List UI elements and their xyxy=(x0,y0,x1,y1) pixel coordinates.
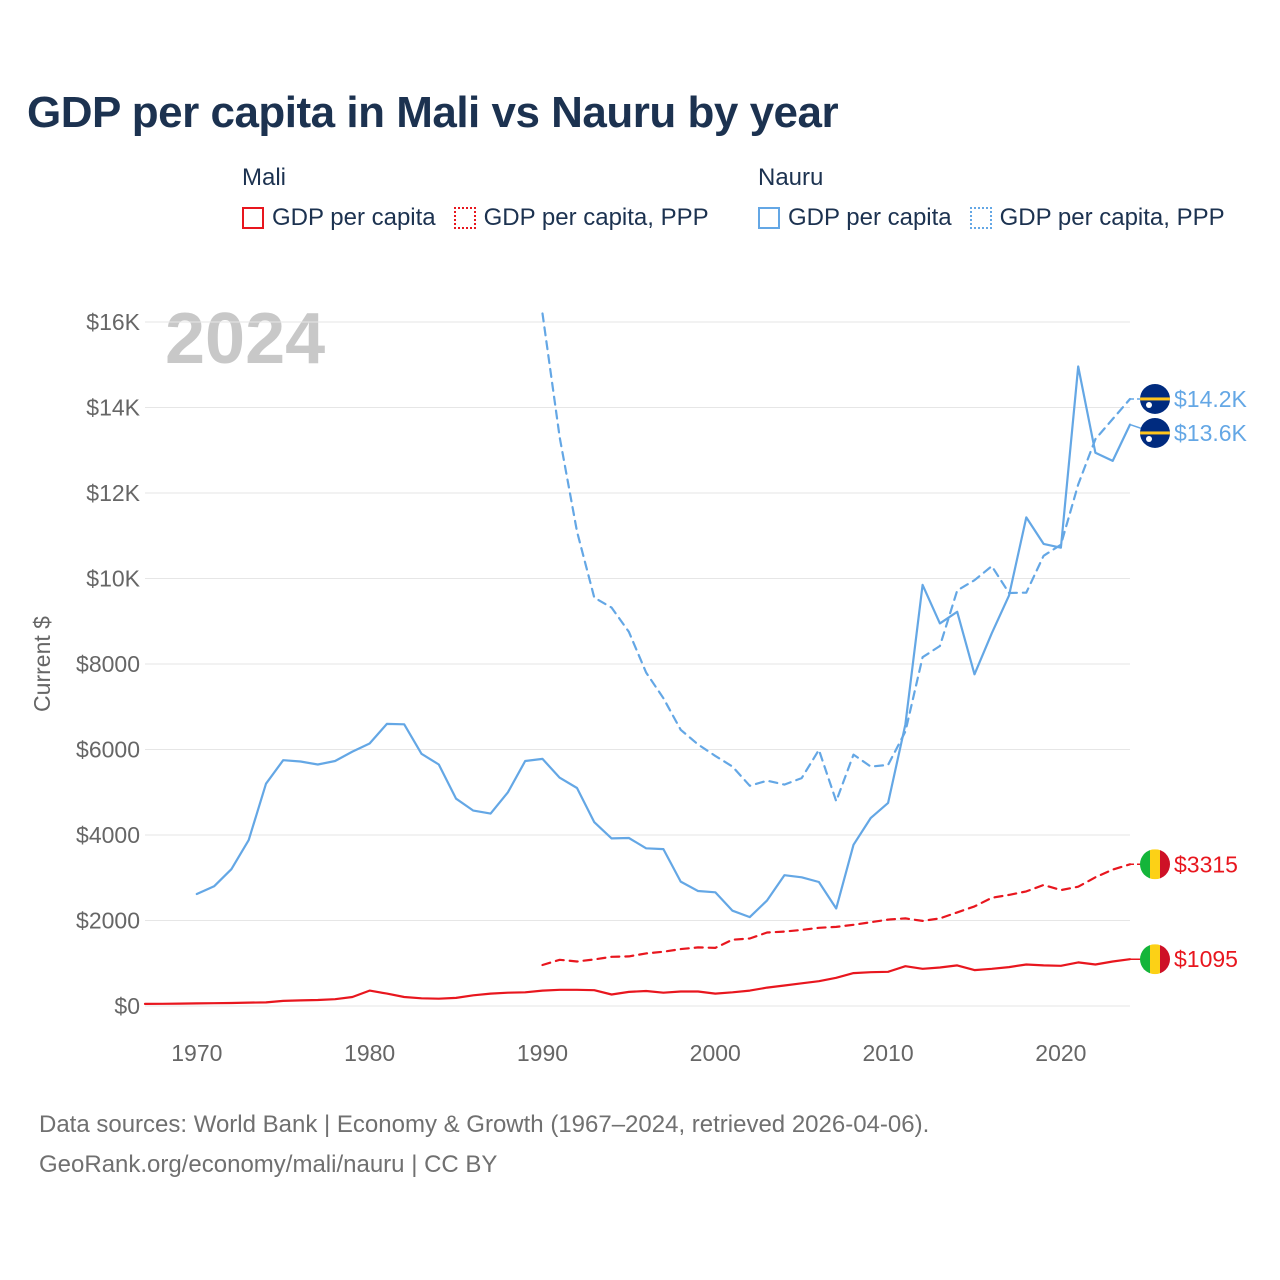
y-axis-title: Current $ xyxy=(29,616,55,712)
legend-swatch-dotted xyxy=(969,207,992,229)
y-tick-label: $14K xyxy=(86,395,140,421)
legend-swatch-solid xyxy=(242,207,264,229)
end-value-label: $3315 xyxy=(1174,851,1238,877)
x-tick-label: 1980 xyxy=(344,1040,395,1066)
sources-line: Data sources: World Bank | Economy & Gro… xyxy=(39,1111,930,1138)
series-line xyxy=(541,312,1132,803)
x-tick-label: 2000 xyxy=(690,1040,741,1066)
y-tick-label: $10K xyxy=(86,566,140,592)
x-tick-label: 1970 xyxy=(171,1040,222,1066)
y-tick-label: $8000 xyxy=(76,651,140,677)
x-tick-label: 2020 xyxy=(1035,1040,1086,1066)
mali-flag-icon xyxy=(1140,849,1170,880)
legend-group-title: Nauru xyxy=(758,164,824,191)
end-value-label: $14.2K xyxy=(1174,386,1248,412)
series-line xyxy=(541,863,1132,967)
legend-item-label: GDP per capita xyxy=(788,204,952,231)
legend-group-nauru: Nauru GDP per capita GDP per capita, PPP xyxy=(758,162,1225,232)
line-chart: 2024 $0 $2000 $4000 $6000 $8000 $10K $12K $14K $1… xyxy=(29,299,1248,1066)
legend-item-nauru-gdp[interactable]: GDP per capita xyxy=(758,204,952,232)
series-line xyxy=(143,958,1132,1006)
data-sources: Data sources: World Bank | Economy & Gro… xyxy=(39,1105,929,1185)
x-tick-label: 2010 xyxy=(862,1040,913,1066)
series-line xyxy=(195,365,1132,919)
legend-item-label: GDP per capita xyxy=(272,204,436,231)
legend-group-mali: Mali GDP per capita GDP per capita, PPP xyxy=(242,162,709,232)
nauru-flag-icon xyxy=(1140,417,1170,448)
legend-swatch-solid xyxy=(758,207,780,229)
legend-item-label: GDP per capita, PPP xyxy=(999,204,1225,231)
legend-group-title: Mali xyxy=(242,164,287,191)
y-tick-label: $0 xyxy=(114,993,140,1019)
y-tick-label: $12K xyxy=(86,480,140,506)
legend-swatch-dotted xyxy=(453,207,476,229)
y-tick-label: $16K xyxy=(86,309,140,335)
end-value-label: $13.6K xyxy=(1174,420,1248,446)
nauru-flag-icon xyxy=(1140,383,1170,414)
year-watermark: 2024 xyxy=(165,299,325,379)
x-tick-label: 1990 xyxy=(517,1040,568,1066)
y-tick-label: $6000 xyxy=(76,737,140,763)
sources-link[interactable]: GeoRank.org/economy/mali/nauru | CC BY xyxy=(39,1151,498,1178)
mali-flag-icon xyxy=(1140,944,1170,975)
legend-item-nauru-gdp-ppp[interactable]: GDP per capita, PPP xyxy=(969,204,1225,232)
legend-item-label: GDP per capita, PPP xyxy=(483,204,709,231)
y-tick-label: $2000 xyxy=(76,908,140,934)
y-tick-label: $4000 xyxy=(76,822,140,848)
end-value-label: $1095 xyxy=(1174,946,1238,972)
legend-item-mali-gdp[interactable]: GDP per capita xyxy=(242,204,436,232)
legend-item-mali-gdp-ppp[interactable]: GDP per capita, PPP xyxy=(453,204,709,232)
chart-title: GDP per capita in Mali vs Nauru by year xyxy=(27,88,839,137)
